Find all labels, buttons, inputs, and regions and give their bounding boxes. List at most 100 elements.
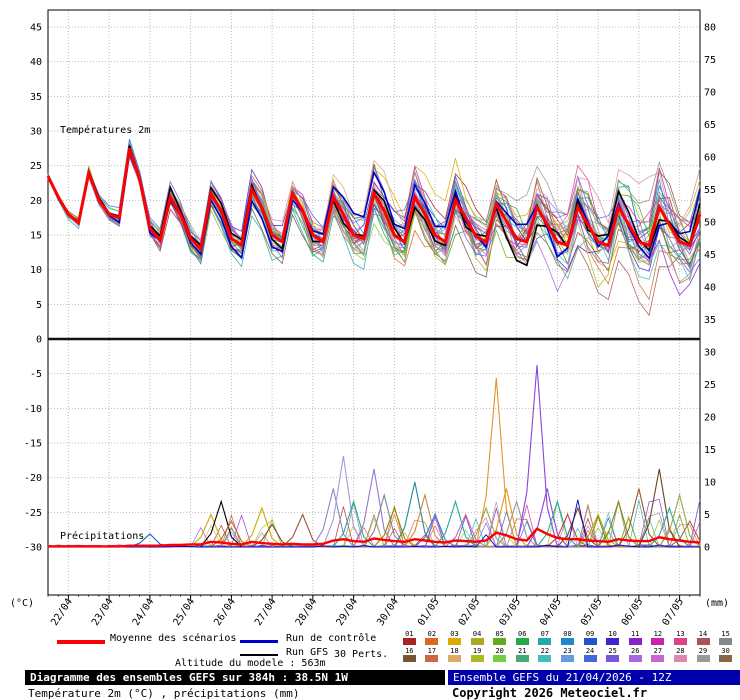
pert-color-square [425, 638, 439, 645]
svg-text:45: 45 [704, 250, 716, 261]
pert-number: 15 [721, 630, 730, 638]
pert-number: 29 [698, 647, 708, 655]
pert-14: 14 [692, 630, 715, 645]
svg-text:50: 50 [704, 218, 716, 229]
pert-25: 25 [601, 647, 624, 662]
pert-color-square [470, 655, 484, 662]
pert-number: 20 [495, 647, 504, 655]
pert-color-square [425, 655, 439, 662]
svg-text:29/04: 29/04 [335, 597, 361, 628]
pert-number: 11 [631, 630, 640, 638]
pert-number: 23 [563, 647, 572, 655]
legend-perts-label: 30 Perts. [334, 649, 389, 660]
pert-color-square [447, 655, 461, 662]
svg-text:23/04: 23/04 [90, 597, 116, 628]
pert-color-square [560, 638, 574, 645]
pert-number: 02 [427, 630, 437, 638]
svg-text:15: 15 [704, 445, 716, 456]
precipitation-series [47, 364, 701, 549]
legend-control-label: Run de contrôle [286, 633, 377, 644]
svg-text:30: 30 [30, 127, 42, 138]
svg-text:70: 70 [704, 88, 716, 99]
svg-text:0: 0 [704, 543, 710, 554]
pert-09: 09 [579, 630, 602, 645]
svg-text:5: 5 [36, 300, 42, 311]
pert-color-square [583, 655, 597, 662]
pert-number: 12 [653, 630, 663, 638]
pert-color-square [673, 655, 687, 662]
pert-legend-row-1: 01 02 03 04 05 06 07 08 09 10 11 12 13 14 15 [398, 630, 737, 645]
pert-color-square [719, 655, 733, 662]
pert-number: 18 [450, 647, 459, 655]
svg-text:35: 35 [30, 92, 42, 103]
pert-color-square [560, 655, 574, 662]
pert-27: 27 [647, 647, 670, 662]
pert-04: 04 [466, 630, 489, 645]
pert-01: 01 [398, 630, 421, 645]
pert-23: 23 [556, 647, 579, 662]
copyright: Copyright 2026 Meteociel.fr [452, 686, 648, 700]
svg-text:26/04: 26/04 [212, 597, 238, 628]
pert-number: 13 [676, 630, 685, 638]
pert-color-square [651, 638, 665, 645]
pert-number: 19 [472, 647, 482, 655]
pert-number: 17 [427, 647, 437, 655]
pert-number: 26 [631, 647, 640, 655]
panel-labels: Températures 2m Précipitations [60, 124, 150, 542]
svg-text:30/04: 30/04 [375, 597, 401, 628]
run-info: Ensemble GEFS du 21/04/2026 - 12Z [453, 671, 672, 684]
pert-30: 30 [714, 647, 737, 662]
chart-grid [47, 9, 701, 596]
pert-color-square [538, 655, 552, 662]
legend-mean-label: Moyenne des scénarios [110, 633, 237, 644]
pert-number: 25 [608, 647, 617, 655]
pert-number: 05 [495, 630, 504, 638]
legend-gfs-label: Run GFS [286, 647, 329, 658]
svg-text:-25: -25 [24, 508, 42, 519]
control-line-swatch [240, 640, 278, 643]
svg-text:55: 55 [704, 185, 716, 196]
pert-07: 07 [534, 630, 557, 645]
svg-text:28/04: 28/04 [294, 597, 320, 628]
pert-number: 30 [721, 647, 730, 655]
pert-12: 12 [647, 630, 670, 645]
pert-color-square [493, 638, 507, 645]
pert-color-square [696, 655, 710, 662]
altitude-label: Altitude du modele : 563m [175, 658, 326, 669]
pert-19: 19 [466, 647, 489, 662]
pert-color-square [606, 655, 620, 662]
pert-number: 24 [585, 647, 595, 655]
pert-color-square [628, 655, 642, 662]
pert-color-square [628, 638, 642, 645]
svg-text:Précipitations: Précipitations [60, 530, 144, 542]
pert-number: 09 [585, 630, 595, 638]
pert-11: 11 [624, 630, 647, 645]
pert-number: 27 [653, 647, 663, 655]
svg-text:Températures 2m: Températures 2m [60, 124, 150, 136]
svg-text:-5: -5 [30, 369, 42, 380]
pert-number: 03 [450, 630, 459, 638]
svg-text:0: 0 [36, 335, 42, 346]
svg-text:(mm): (mm) [705, 598, 729, 609]
pert-number: 08 [563, 630, 572, 638]
svg-text:25: 25 [30, 161, 42, 172]
svg-text:25: 25 [704, 380, 716, 391]
svg-text:80: 80 [704, 23, 716, 34]
mean-line-swatch [57, 640, 105, 644]
pert-20: 20 [488, 647, 511, 662]
svg-text:-15: -15 [24, 439, 42, 450]
svg-text:-20: -20 [24, 473, 42, 484]
pert-color-square [493, 655, 507, 662]
pert-color-square [583, 638, 597, 645]
svg-text:40: 40 [30, 57, 42, 68]
svg-text:45: 45 [30, 23, 42, 34]
svg-text:25/04: 25/04 [172, 597, 198, 628]
svg-text:07/05: 07/05 [661, 597, 687, 628]
pert-color-square [673, 638, 687, 645]
pert-28: 28 [669, 647, 692, 662]
pert-02: 02 [421, 630, 444, 645]
svg-text:22/04: 22/04 [49, 597, 75, 628]
svg-text:01/05: 01/05 [416, 597, 442, 628]
svg-text:20: 20 [704, 413, 716, 424]
svg-text:30: 30 [704, 348, 716, 359]
